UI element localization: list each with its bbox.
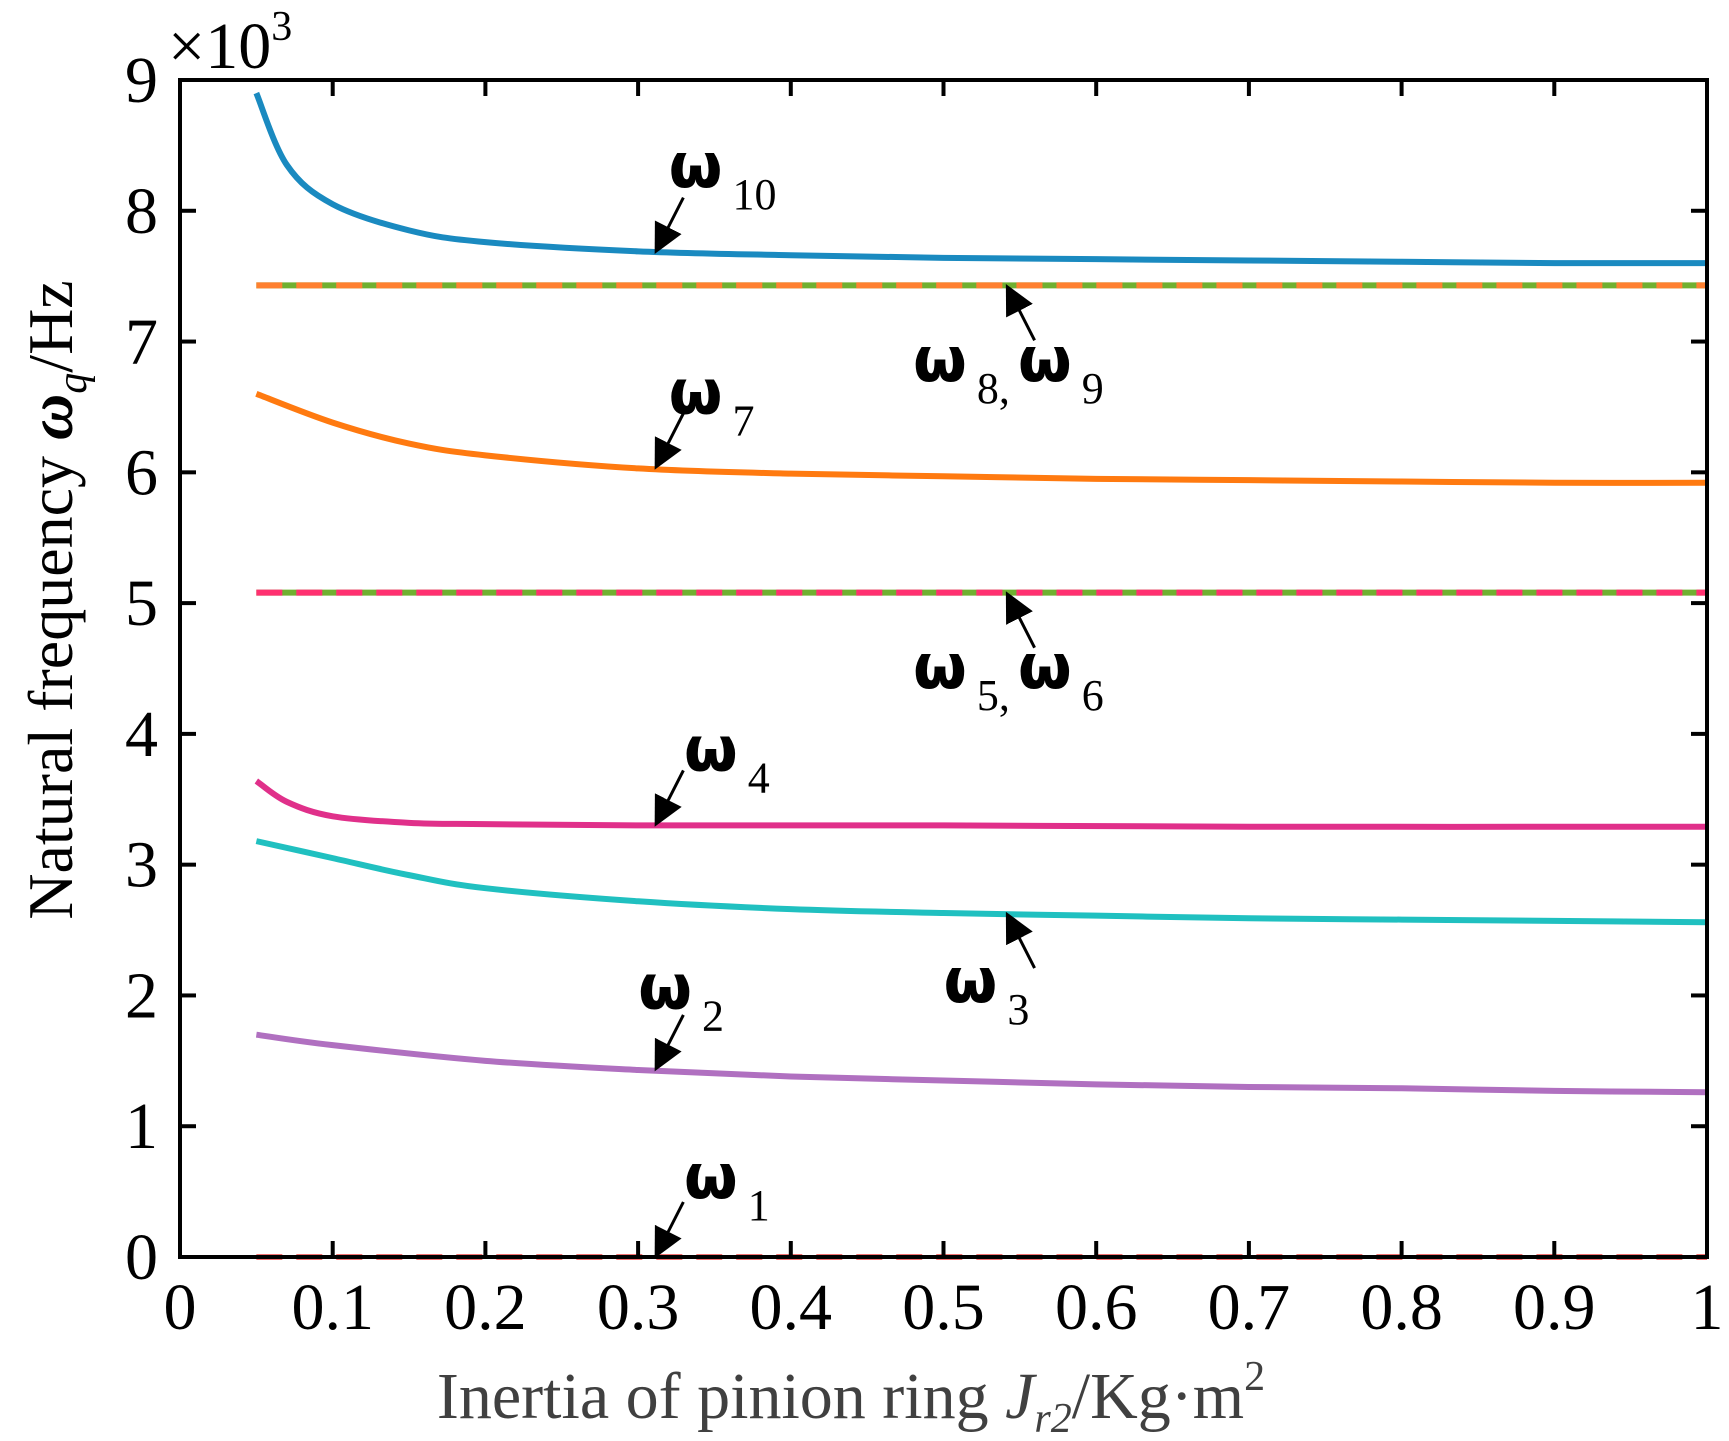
- annotation-subscript: 1: [748, 1181, 770, 1230]
- annotation-omega-symbol: ω: [638, 951, 692, 1024]
- annotation-subscript: 5,: [977, 671, 1010, 720]
- x-tick-label: 0.6: [1055, 1271, 1138, 1344]
- annotation-subscript: 8,: [977, 364, 1010, 413]
- y-tick-label: 4: [125, 698, 158, 771]
- y-tick-label: 9: [125, 44, 158, 117]
- x-tick-label: 0.2: [444, 1271, 527, 1344]
- annotation-omega-symbol: ω: [684, 713, 738, 786]
- annotation-omega-symbol: ω: [944, 944, 998, 1017]
- y-multiplier: ×103: [168, 4, 292, 83]
- annotation-arrow: [654, 1201, 685, 1259]
- y-tick-label: 5: [125, 567, 158, 640]
- y-tick-label: 3: [125, 829, 158, 902]
- annotation-omega-symbol: ω: [684, 1140, 738, 1213]
- series-line-omega10: [253, 91, 1708, 267]
- annotation-arrow: [1005, 911, 1036, 969]
- x-tick-label: 0.5: [902, 1271, 985, 1344]
- annotation-subscript: 7: [733, 396, 755, 445]
- x-tick-label: 1: [1691, 1271, 1724, 1344]
- series-line-omega2: [255, 1031, 1708, 1096]
- series-line-omega3: [255, 838, 1708, 926]
- annotation-arrow: [654, 1014, 685, 1072]
- y-axis-title: Natural frequency ωq/Hz: [15, 280, 96, 919]
- y-tick-label: 1: [125, 1090, 158, 1163]
- annotation-omega-symbol: ω: [669, 129, 723, 202]
- x-tick-label: 0.4: [750, 1271, 833, 1344]
- annotation-subscript: 6: [1082, 671, 1104, 720]
- x-tick-label: 0: [164, 1271, 197, 1344]
- annotation-layer: ω 10ω 8, ω 9ω 7ω 5, ω 6ω 4ω 3ω 2ω 1: [638, 129, 1104, 1259]
- annotation-arrow: [654, 769, 685, 827]
- annotation-subscript: 4: [748, 754, 770, 803]
- annotation-subscript: 2: [702, 992, 724, 1041]
- annotation-label-56: ω 5, ω 6: [913, 630, 1104, 720]
- x-tick-label: 0.7: [1208, 1271, 1291, 1344]
- annotation-omega-symbol: ω: [913, 630, 967, 703]
- annotation-label-10: ω 10: [669, 129, 777, 219]
- y-tick-label: 7: [125, 306, 158, 379]
- x-tick-label: 0.1: [291, 1271, 374, 1344]
- annotation-subscript: 3: [1007, 985, 1029, 1034]
- y-tick-label: 0: [125, 1221, 158, 1294]
- annotation-omega-symbol: ω: [1018, 323, 1072, 396]
- annotation-arrow: [654, 196, 685, 254]
- x-tick-label: 0.3: [597, 1271, 680, 1344]
- series-line-omega4: [254, 778, 1708, 830]
- x-tick-label: 0.8: [1360, 1271, 1443, 1344]
- annotation-omega-symbol: ω: [1018, 630, 1072, 703]
- y-multiplier-exponent: 3: [271, 4, 292, 50]
- annotation-subscript: 9: [1082, 364, 1104, 413]
- annotation-arrow: [654, 412, 685, 470]
- x-axis-title: Inertia of pinion ring Jr2/Kg·m2: [437, 1354, 1265, 1441]
- series-line-omega7: [255, 391, 1708, 486]
- annotation-label-89: ω 8, ω 9: [913, 323, 1104, 413]
- annotation-omega-symbol: ω: [913, 323, 967, 396]
- y-tick-label: 8: [125, 175, 158, 248]
- y-tick-label: 2: [125, 959, 158, 1032]
- y-tick-label: 6: [125, 436, 158, 509]
- x-tick-label: 0.9: [1513, 1271, 1596, 1344]
- annotation-arrow: [1005, 591, 1036, 649]
- annotation-omega-symbol: ω: [669, 355, 723, 428]
- annotation-arrow: [1005, 283, 1036, 342]
- annotation-subscript: 10: [733, 170, 777, 219]
